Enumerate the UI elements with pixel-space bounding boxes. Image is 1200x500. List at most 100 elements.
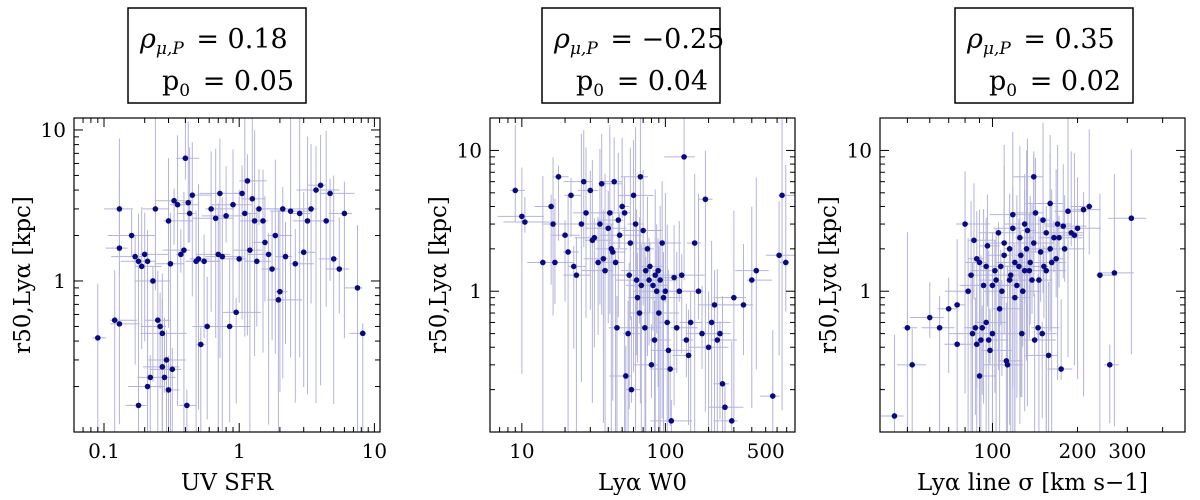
data-point [965,288,971,295]
data-point [165,218,172,224]
data-point [989,282,996,289]
data-point [1043,267,1050,274]
data-point [1054,221,1061,227]
data-point [1051,234,1057,241]
data-point [1032,210,1039,216]
scatter-panel-2: ρμ,P = −0.25 p0 = 0.04 10 100 500 1 10 Lyα W0 r5… [426,7,796,496]
data-point [714,337,721,343]
data-point [640,227,646,234]
data-point [296,210,303,217]
data-point [1007,272,1014,278]
data-point [1035,324,1041,331]
error-bars [92,118,366,432]
data-point [1045,352,1052,359]
y-tick-label: 1 [469,279,482,303]
data-point [1074,225,1081,232]
data-point [728,418,735,424]
data-point [748,277,755,283]
data-point [565,249,571,255]
data-point [1012,259,1018,266]
data-point [954,302,960,308]
data-point [695,288,702,295]
data-point [602,267,608,274]
data-point [512,187,519,194]
stat-box [127,7,307,104]
y-axis-label: r50,Lyα [kpc] [426,196,452,354]
data-point [600,255,607,262]
scatter-panel-3: ρμ,P = 0.35 p0 = 0.02 100 200 300 1 10 Lyα line… [816,7,1186,496]
data-points [95,155,366,409]
data-point [623,373,629,379]
data-point [705,344,712,351]
y-tick-label: 1 [53,269,66,293]
data-point [1040,217,1046,223]
data-point [262,239,268,246]
data-point [184,402,190,409]
data-point [275,297,282,303]
data-point [776,252,782,259]
data-point [647,263,653,270]
data-point [987,347,993,354]
data-point [653,288,660,295]
data-point [578,221,585,227]
data-point [667,366,673,372]
data-point [254,258,260,265]
data-point [630,192,637,199]
data-point [655,267,661,274]
data-point [1097,272,1103,278]
data-point [1012,294,1018,301]
data-point [300,249,307,256]
data-point [1030,240,1037,246]
data-point [282,253,289,260]
data-point [219,253,226,260]
data-point [615,217,622,223]
data-point [702,196,709,203]
data-point [150,278,156,284]
data-point [1086,203,1093,210]
data-point [983,319,989,326]
data-point [625,330,631,337]
data-point [652,272,659,278]
data-point [782,259,789,266]
data-point [260,218,266,224]
y-tick-label: 10 [41,118,66,142]
data-point [598,180,605,187]
data-point [147,374,154,381]
data-point [636,310,643,316]
plot-frame [489,117,796,433]
data-point [891,413,898,419]
data-point [1026,267,1033,274]
data-point [323,218,329,224]
x-tick-label: 1 [233,439,246,463]
data-point [239,190,245,197]
data-point [226,323,233,330]
data-point [244,178,251,184]
x-tick-label: 100 [646,439,684,463]
data-point [562,232,568,238]
data-point [1006,246,1013,252]
x-tick-label: 0.1 [88,439,120,463]
data-point [597,221,603,227]
error-bars [881,118,1147,432]
data-point [740,302,747,308]
data-point [1056,234,1062,241]
data-point [997,263,1004,270]
data-point [999,288,1005,295]
x-tick-label: 100 [973,439,1011,463]
y-tick-label: 10 [847,138,872,162]
stat-rho: ρμ,P = −0.25 [553,24,724,59]
data-points [512,154,789,424]
x-tick-label: 10 [509,439,534,463]
data-point [616,232,623,238]
stat-p0: p0 = 0.04 [576,66,708,101]
x-axis-label: Lyα line σ [km s−1] [917,470,1148,495]
data-point [341,210,348,217]
data-point [247,247,253,253]
data-point [135,402,142,409]
data-point [317,182,324,189]
data-point [287,208,294,214]
data-point [269,266,275,272]
data-point [945,306,952,312]
stat-p0: p0 = 0.05 [162,66,294,101]
